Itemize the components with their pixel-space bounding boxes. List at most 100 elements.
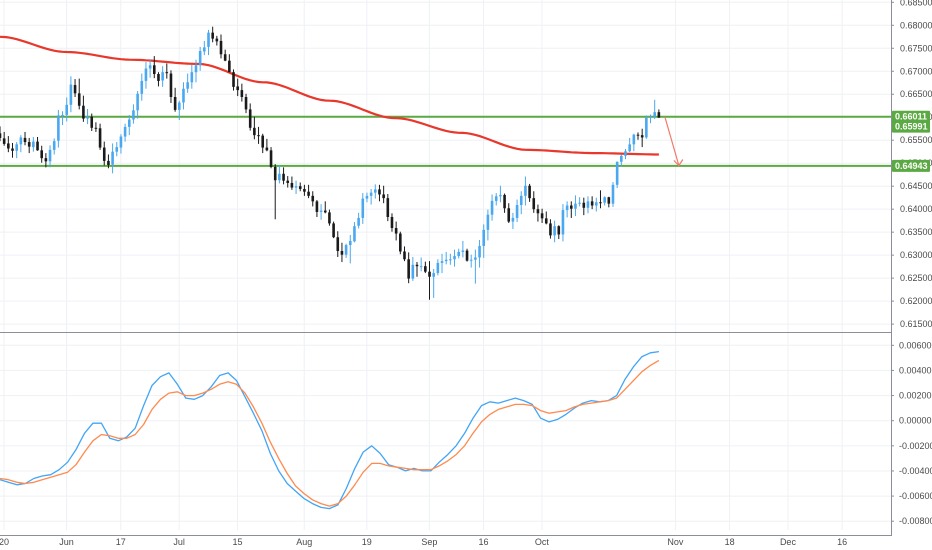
- price-tick-label: 0.61500: [900, 319, 932, 329]
- candle: [578, 197, 581, 207]
- moving-average-line: [0, 35, 659, 156]
- candle: [374, 184, 377, 199]
- candle: [657, 109, 661, 118]
- candle: [561, 204, 565, 242]
- candle: [444, 251, 448, 265]
- candle: [382, 185, 385, 204]
- candle: [115, 142, 119, 157]
- candle-body: [82, 105, 85, 119]
- candle: [486, 209, 490, 241]
- candle: [332, 221, 335, 239]
- price-tick-label: 0.64500: [900, 181, 932, 191]
- candle: [645, 115, 648, 139]
- candle-body: [432, 273, 435, 277]
- candle: [303, 184, 306, 196]
- candle: [653, 99, 656, 120]
- candle: [599, 190, 602, 209]
- candle-body: [603, 197, 606, 203]
- candle: [315, 199, 319, 217]
- candle-body: [282, 173, 285, 181]
- time-tick-label: 15: [233, 537, 243, 547]
- candle: [328, 209, 331, 226]
- candle: [436, 259, 440, 276]
- candle: [628, 137, 631, 153]
- candle-body: [390, 216, 394, 229]
- candle-body: [223, 54, 227, 61]
- candle: [353, 222, 356, 243]
- candle: [294, 180, 298, 195]
- candle-body: [565, 205, 569, 211]
- candle: [127, 114, 131, 136]
- candle-body: [490, 200, 494, 215]
- candle-body: [98, 128, 102, 148]
- candle: [424, 261, 427, 274]
- candle-body: [119, 136, 123, 148]
- candle-body: [32, 141, 35, 148]
- candle: [407, 252, 410, 284]
- candle: [507, 203, 511, 223]
- candle-body: [257, 135, 260, 137]
- candle: [119, 134, 123, 154]
- candle: [198, 46, 202, 71]
- candle-body: [528, 185, 531, 199]
- candle-body: [574, 203, 577, 209]
- candle-body: [511, 217, 515, 222]
- candle-body: [494, 196, 498, 201]
- candle: [323, 201, 327, 214]
- candle: [478, 239, 481, 268]
- candle-body: [194, 65, 198, 73]
- candle: [77, 78, 81, 110]
- candle-body: [353, 226, 356, 242]
- candle: [511, 212, 515, 229]
- candle-body: [440, 261, 444, 263]
- price-tick-label: 0.64000: [900, 204, 932, 214]
- candle-body: [290, 182, 294, 188]
- candle-body: [152, 65, 156, 75]
- candle: [595, 197, 598, 212]
- candle-body: [607, 197, 611, 204]
- time-tick-label: Aug: [296, 537, 312, 547]
- time-tick-label: 18: [725, 537, 735, 547]
- candle-body: [557, 226, 561, 235]
- candle: [515, 199, 519, 223]
- candle: [244, 93, 248, 114]
- candle-body: [399, 233, 402, 252]
- candle-body: [215, 38, 219, 42]
- candle: [586, 196, 590, 214]
- candle-body: [549, 223, 552, 236]
- candle: [282, 167, 285, 185]
- candle-body: [36, 141, 39, 151]
- candle: [253, 116, 256, 140]
- candle-body: [236, 86, 239, 91]
- candle-body: [169, 73, 173, 98]
- oscillator-tick-label: -0.00200: [899, 441, 932, 451]
- candle: [0, 126, 2, 142]
- candle: [394, 221, 398, 241]
- candle: [482, 224, 486, 258]
- candle-body: [465, 250, 469, 261]
- candle-body: [0, 133, 2, 138]
- candle-body: [499, 194, 502, 197]
- price-tick-label: 0.63000: [900, 250, 932, 260]
- candle: [169, 70, 173, 103]
- candle-body: [211, 32, 214, 39]
- candle: [148, 59, 152, 78]
- candle-body: [261, 135, 265, 148]
- candle: [465, 248, 469, 262]
- candle: [48, 145, 52, 168]
- candle: [532, 191, 536, 213]
- forecast-arrow-head: [673, 159, 684, 167]
- candle: [440, 253, 444, 274]
- candle: [123, 123, 127, 142]
- candle-body: [94, 127, 98, 129]
- candle-body: [636, 134, 640, 136]
- time-tick-label: Jun: [59, 537, 74, 547]
- candle: [624, 148, 627, 160]
- price-tick-label: 0.67500: [900, 43, 932, 53]
- candle-body: [457, 251, 460, 257]
- candle-body: [294, 186, 298, 188]
- candle: [61, 111, 64, 126]
- candle-body: [507, 208, 511, 222]
- candle-body: [590, 201, 594, 206]
